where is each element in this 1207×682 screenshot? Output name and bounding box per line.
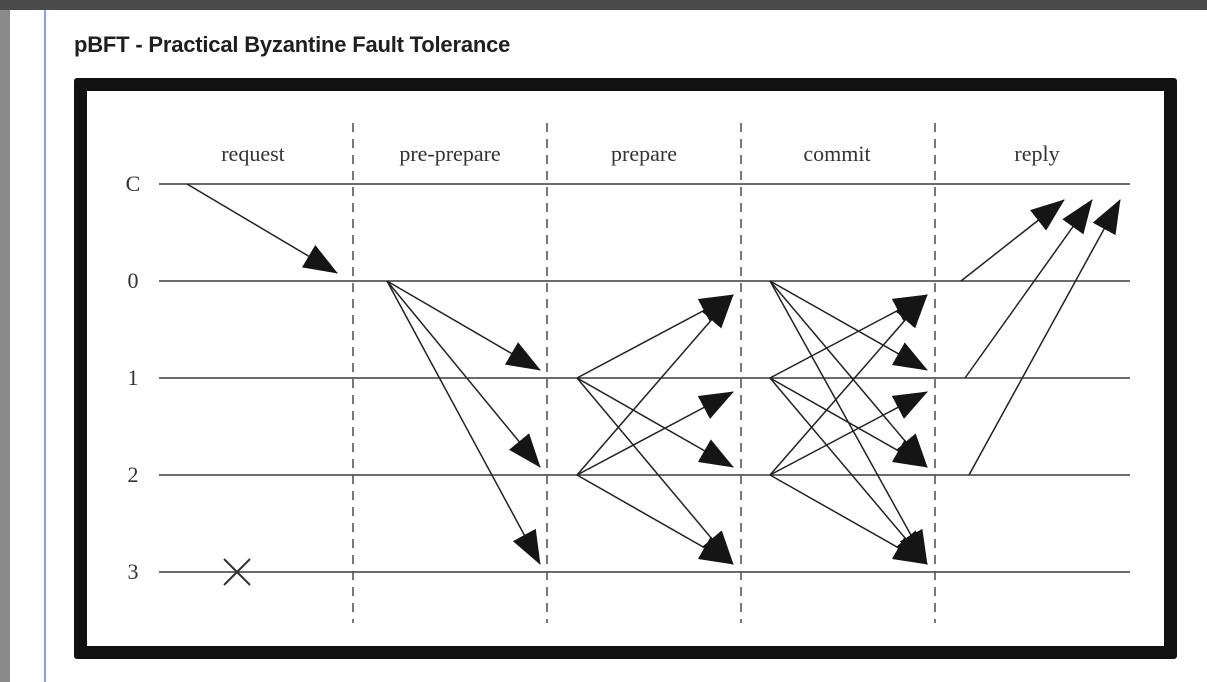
node-label-2: 2: [128, 462, 139, 487]
message-arrow-prepare-1-to-3: [576, 377, 734, 565]
page-edge-line: [44, 10, 46, 682]
message-arrow-prepare-2-to-0: [576, 294, 734, 476]
phase-label-prepare: prepare: [611, 141, 677, 166]
message-arrow-prepare-2-to-3: [576, 474, 734, 565]
window-top-strip: [0, 0, 1207, 10]
message-arrow-pre-prepare-0-to-1: [386, 280, 541, 371]
message-arrow-reply-2-to-C: [968, 199, 1121, 476]
message-arrow-prepare-2-to-1: [576, 391, 734, 476]
node-label-C: C: [126, 171, 141, 196]
phase-label-request: request: [221, 141, 285, 166]
message-arrow-commit-1-to-0: [769, 294, 928, 379]
pbft-message-diagram: request pre-prepare prepare commit reply C 0 1 2…: [126, 123, 1130, 623]
message-arrow-prepare-1-to-0: [576, 294, 734, 379]
message-arrow-prepare-1-to-2: [576, 377, 734, 468]
message-arrow-reply-0-to-C: [960, 199, 1065, 282]
message-arrow-commit-2-to-3: [769, 474, 928, 565]
left-gutter: [0, 10, 10, 682]
message-arrow-commit-2-to-1: [769, 391, 928, 476]
message-arrow-commit-0-to-2: [769, 280, 928, 468]
faulty-node-cross-icon: [223, 558, 251, 586]
message-arrow-commit-0-to-1: [769, 280, 928, 371]
message-arrow-request-C-to-0: [186, 183, 338, 274]
message-arrow-commit-2-to-0: [769, 294, 928, 476]
page-title: pBFT - Practical Byzantine Fault Toleran…: [74, 32, 511, 57]
message-arrow-pre-prepare-0-to-3: [386, 280, 541, 565]
message-arrow-reply-1-to-C: [964, 199, 1093, 379]
node-label-1: 1: [128, 365, 139, 390]
phase-label-commit: commit: [803, 141, 870, 166]
node-label-3: 3: [128, 559, 139, 584]
message-arrow-commit-1-to-2: [769, 377, 928, 468]
node-label-0: 0: [128, 268, 139, 293]
pbft-diagram-frame: request pre-prepare prepare commit reply C 0 1 2…: [74, 78, 1177, 659]
message-arrow-pre-prepare-0-to-2: [386, 280, 541, 468]
message-arrow-commit-1-to-3: [769, 377, 928, 565]
phase-label-reply: reply: [1014, 141, 1059, 166]
phase-label-pre-prepare: pre-prepare: [399, 141, 500, 166]
